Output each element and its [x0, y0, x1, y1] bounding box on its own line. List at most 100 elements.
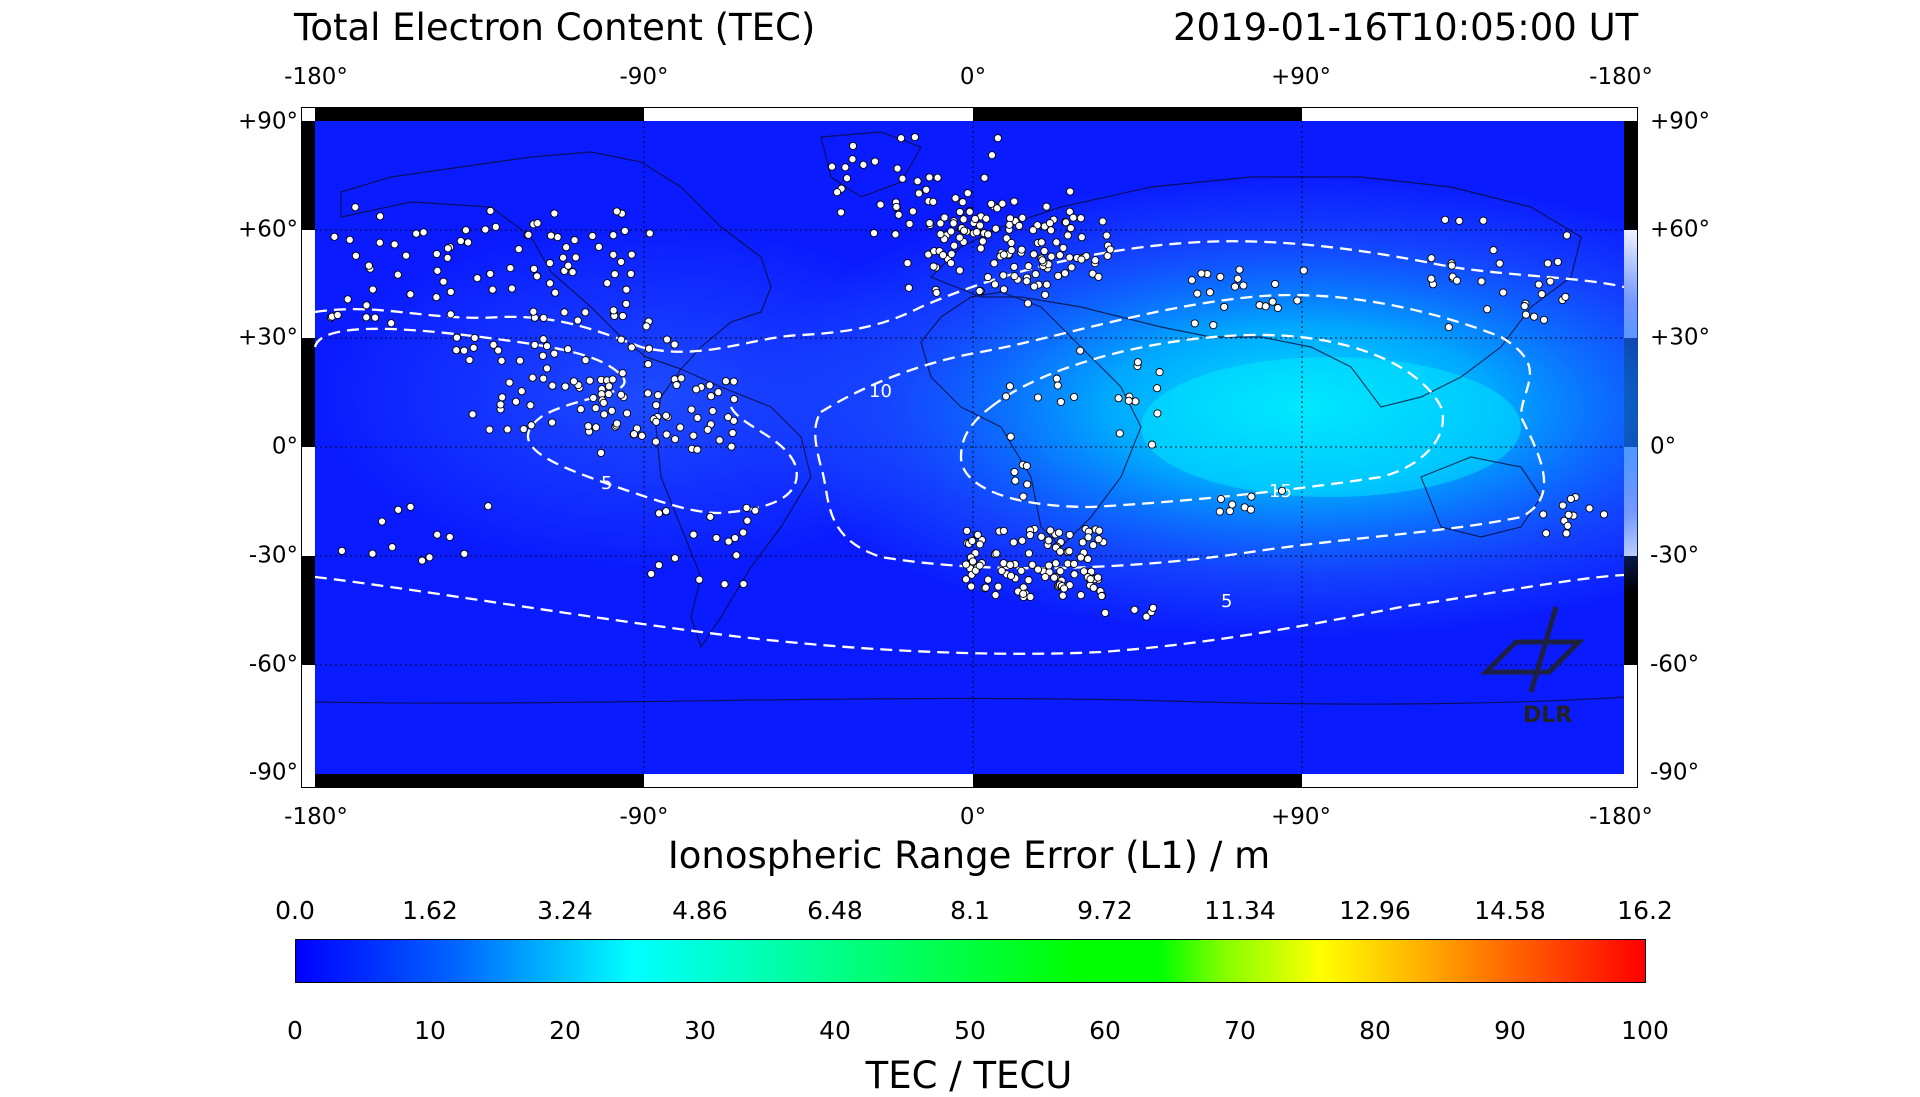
station-marker	[643, 389, 652, 398]
station-marker	[1006, 571, 1016, 580]
station-marker	[1007, 246, 1016, 255]
station-marker	[548, 418, 557, 427]
station-marker	[591, 404, 600, 413]
station-marker	[1060, 584, 1069, 593]
station-marker	[1520, 302, 1529, 311]
station-marker	[1209, 321, 1218, 330]
station-marker	[1026, 592, 1035, 602]
station-marker	[905, 219, 914, 228]
station-marker	[922, 185, 931, 194]
station-marker	[1018, 536, 1027, 545]
lat-label-right: +90°	[1650, 108, 1711, 135]
station-marker	[1190, 319, 1199, 328]
station-marker	[568, 268, 577, 277]
station-marker	[617, 257, 626, 266]
station-marker	[473, 274, 482, 283]
station-marker	[627, 250, 636, 259]
station-marker	[491, 222, 500, 231]
colorbar-top-tick: 9.72	[1077, 896, 1133, 925]
station-marker	[654, 561, 663, 570]
station-marker	[1534, 280, 1543, 289]
station-marker	[1084, 533, 1093, 542]
station-marker	[626, 269, 635, 278]
station-marker	[1220, 302, 1229, 311]
frame-band	[315, 107, 644, 121]
station-marker	[1011, 476, 1020, 485]
station-marker	[561, 382, 570, 391]
gnss-stations	[326, 133, 1609, 621]
station-marker	[511, 397, 521, 406]
station-marker	[1115, 429, 1124, 438]
colorbar	[295, 939, 1646, 983]
station-marker	[990, 259, 999, 268]
station-marker	[627, 343, 636, 352]
station-marker	[962, 526, 971, 535]
tec-map[interactable]: 5 10 15 5 DLR	[301, 107, 1638, 788]
station-marker	[662, 335, 672, 344]
station-marker	[968, 536, 977, 545]
station-marker	[604, 382, 614, 391]
station-marker	[848, 141, 858, 150]
station-marker	[987, 151, 997, 160]
lat-label-right: +30°	[1650, 324, 1711, 351]
station-marker	[1069, 213, 1078, 222]
station-marker	[1076, 591, 1085, 600]
colorbar-top-tick: 16.2	[1617, 896, 1673, 925]
station-marker	[618, 311, 627, 321]
station-marker	[693, 445, 702, 454]
station-marker	[991, 590, 1000, 600]
station-marker	[432, 293, 441, 302]
station-marker	[425, 553, 434, 562]
station-marker	[1060, 269, 1070, 278]
station-marker	[662, 430, 671, 439]
station-marker	[984, 230, 993, 239]
station-marker	[1028, 560, 1037, 569]
station-marker	[913, 177, 922, 186]
station-marker	[1010, 197, 1019, 206]
station-marker	[897, 134, 906, 143]
lat-label-left: -90°	[248, 759, 298, 786]
station-marker	[960, 226, 969, 235]
colorbar-bottom-tick: 70	[1224, 1016, 1256, 1045]
station-marker	[689, 431, 698, 440]
station-marker	[532, 272, 542, 281]
station-marker	[345, 235, 354, 244]
station-marker	[390, 240, 399, 249]
station-marker	[470, 333, 479, 342]
station-marker	[991, 224, 1000, 233]
station-marker	[1477, 277, 1486, 286]
station-marker	[351, 251, 360, 260]
contour-label: 10	[869, 381, 892, 402]
station-marker	[412, 229, 421, 238]
station-marker	[938, 251, 948, 260]
station-marker	[1052, 238, 1061, 247]
station-marker	[489, 340, 498, 349]
station-marker	[984, 575, 993, 584]
tec-contours	[313, 240, 1625, 655]
station-marker	[1010, 467, 1019, 477]
station-marker	[990, 280, 1000, 289]
station-marker	[730, 533, 740, 543]
station-marker	[959, 215, 968, 224]
station-marker	[617, 335, 626, 344]
station-marker	[1006, 560, 1015, 569]
station-marker	[672, 380, 681, 390]
station-marker	[1133, 358, 1142, 367]
station-marker	[1033, 393, 1043, 402]
station-marker	[1246, 505, 1255, 514]
station-marker	[569, 377, 578, 386]
station-marker	[530, 340, 539, 349]
station-marker	[1042, 280, 1051, 289]
station-marker	[1147, 440, 1157, 449]
station-marker	[714, 388, 723, 397]
station-marker	[553, 233, 562, 242]
station-marker	[827, 162, 837, 171]
station-marker	[1153, 409, 1162, 418]
station-marker	[452, 346, 461, 355]
station-marker	[545, 259, 554, 268]
station-marker	[929, 262, 938, 271]
station-marker	[1010, 262, 1019, 271]
colorbar-bottom-tick: 80	[1359, 1016, 1391, 1045]
station-marker	[876, 200, 885, 209]
frame-band	[301, 121, 315, 230]
